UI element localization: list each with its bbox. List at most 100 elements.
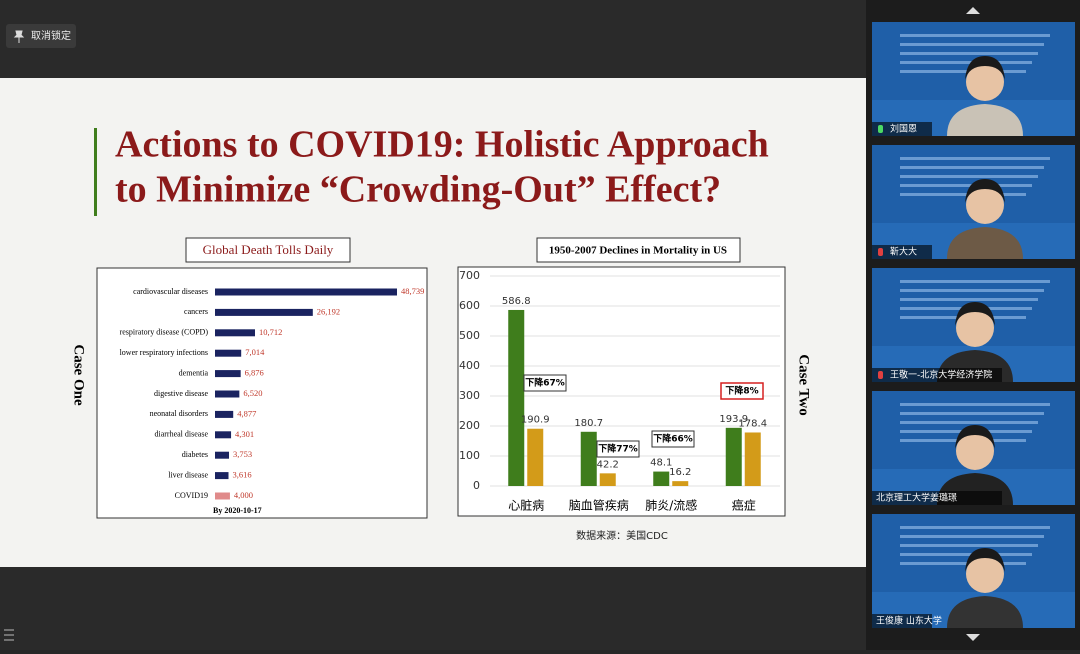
chart-title-box — [185, 237, 351, 263]
value-label: 48.1 — [650, 458, 672, 469]
category-label: neonatal disorders — [150, 409, 208, 418]
pin-icon — [13, 30, 25, 43]
chart-title-box — [536, 237, 741, 263]
value-label: 180.7 — [574, 418, 603, 429]
banner-line — [900, 184, 1032, 187]
bar — [599, 473, 616, 486]
bar — [215, 329, 256, 337]
banner-line — [900, 34, 1050, 37]
value-label: 193.9 — [719, 414, 748, 425]
annotation-box — [720, 382, 764, 400]
value-label: 4,877 — [237, 408, 256, 418]
participant-name: 王俊康 山东大学 — [876, 615, 942, 627]
hair — [965, 548, 1005, 572]
category-label: lower respiratory infections — [120, 348, 208, 357]
value-label: 4,301 — [235, 429, 254, 439]
face — [956, 432, 994, 470]
source-note: 数据来源：美国CDC — [576, 529, 668, 542]
name-tag — [872, 614, 932, 628]
bar — [215, 472, 229, 480]
scroll-down[interactable] — [966, 634, 980, 641]
y-tick-label: 700 — [459, 269, 480, 282]
name-tag — [872, 368, 1002, 382]
face — [956, 309, 994, 347]
chart-title: Global Death Tolls Daily — [203, 242, 334, 257]
value-label: 3,616 — [233, 470, 252, 480]
slide-title: to Minimize “Crowding-Out” Effect? — [115, 169, 721, 211]
y-tick-label: 200 — [459, 419, 480, 432]
unpin-label: 取消锁定 — [31, 29, 71, 42]
category-label: diabetes — [182, 450, 208, 459]
banner-line — [900, 544, 1038, 547]
bar — [215, 349, 242, 357]
name-tag — [872, 245, 932, 259]
x-tick-label: 脑血管疾病 — [569, 498, 629, 513]
y-tick-label: 300 — [459, 389, 480, 402]
side-label: Case One — [71, 344, 87, 406]
face — [966, 555, 1004, 593]
hair — [965, 179, 1005, 203]
value-label: 6,520 — [243, 388, 262, 398]
hair — [955, 425, 995, 449]
participant-name: 刘国恩 — [890, 123, 917, 135]
value-label: 48,739 — [401, 286, 424, 296]
mic-icon — [878, 248, 883, 256]
annotation: 下降66% — [653, 433, 693, 445]
unpin-button[interactable] — [6, 24, 76, 48]
banner-line — [900, 535, 1044, 538]
value-label: 26,192 — [317, 306, 340, 316]
banner-line — [900, 526, 1050, 529]
bar — [744, 432, 761, 486]
banner-line — [900, 403, 1050, 406]
side-label: Case Two — [796, 354, 812, 416]
y-tick-label: 400 — [459, 359, 480, 372]
bar — [215, 451, 230, 459]
annotation-box — [651, 430, 695, 448]
x-tick-label: 癌症 — [732, 498, 756, 513]
bar — [215, 431, 232, 439]
banner-line — [900, 562, 1026, 565]
value-label: 190.9 — [521, 415, 550, 426]
category-label: cancers — [184, 307, 208, 316]
bar — [527, 428, 544, 486]
banner-line — [900, 289, 1044, 292]
value-label: 16.2 — [669, 467, 691, 478]
chart-note: By 2020-10-17 — [213, 506, 262, 515]
value-label: 10,712 — [259, 327, 282, 337]
annotation: 下降77% — [598, 443, 638, 455]
x-tick-label: 心脏病 — [508, 498, 544, 513]
mic-icon — [878, 371, 883, 379]
category-label: liver disease — [168, 470, 208, 479]
bar — [653, 471, 670, 486]
person — [947, 596, 1023, 628]
banner-line — [900, 412, 1044, 415]
menu-icon[interactable] — [4, 629, 14, 641]
value-label: 42.2 — [597, 459, 619, 470]
hair — [965, 56, 1005, 80]
name-tag — [872, 122, 932, 136]
slide-title: Actions to COVID19: Holistic Approach — [115, 124, 769, 166]
annotation: 下降8% — [725, 385, 758, 397]
banner-line — [900, 280, 1050, 283]
participant-name: 靳大大 — [890, 246, 917, 258]
y-tick-label: 600 — [459, 299, 480, 312]
value-label: 3,753 — [233, 449, 252, 459]
scroll-up[interactable] — [966, 7, 980, 14]
annotation: 下降67% — [525, 377, 565, 389]
category-label: respiratory disease (COPD) — [120, 328, 209, 337]
bar — [215, 390, 240, 398]
category-label: diarrheal disease — [154, 430, 208, 439]
bar — [215, 288, 397, 296]
bar — [580, 431, 597, 486]
value-label: 178.4 — [738, 418, 767, 429]
person — [947, 104, 1023, 136]
banner-line — [900, 553, 1032, 556]
annotation-box — [523, 374, 567, 392]
participant-name: 王敬一-北京大学经济学院 — [890, 369, 992, 381]
bar — [215, 492, 230, 500]
category-label: cardiovascular diseases — [133, 287, 208, 296]
hair — [955, 302, 995, 326]
banner-line — [900, 157, 1050, 160]
bar — [215, 410, 234, 418]
